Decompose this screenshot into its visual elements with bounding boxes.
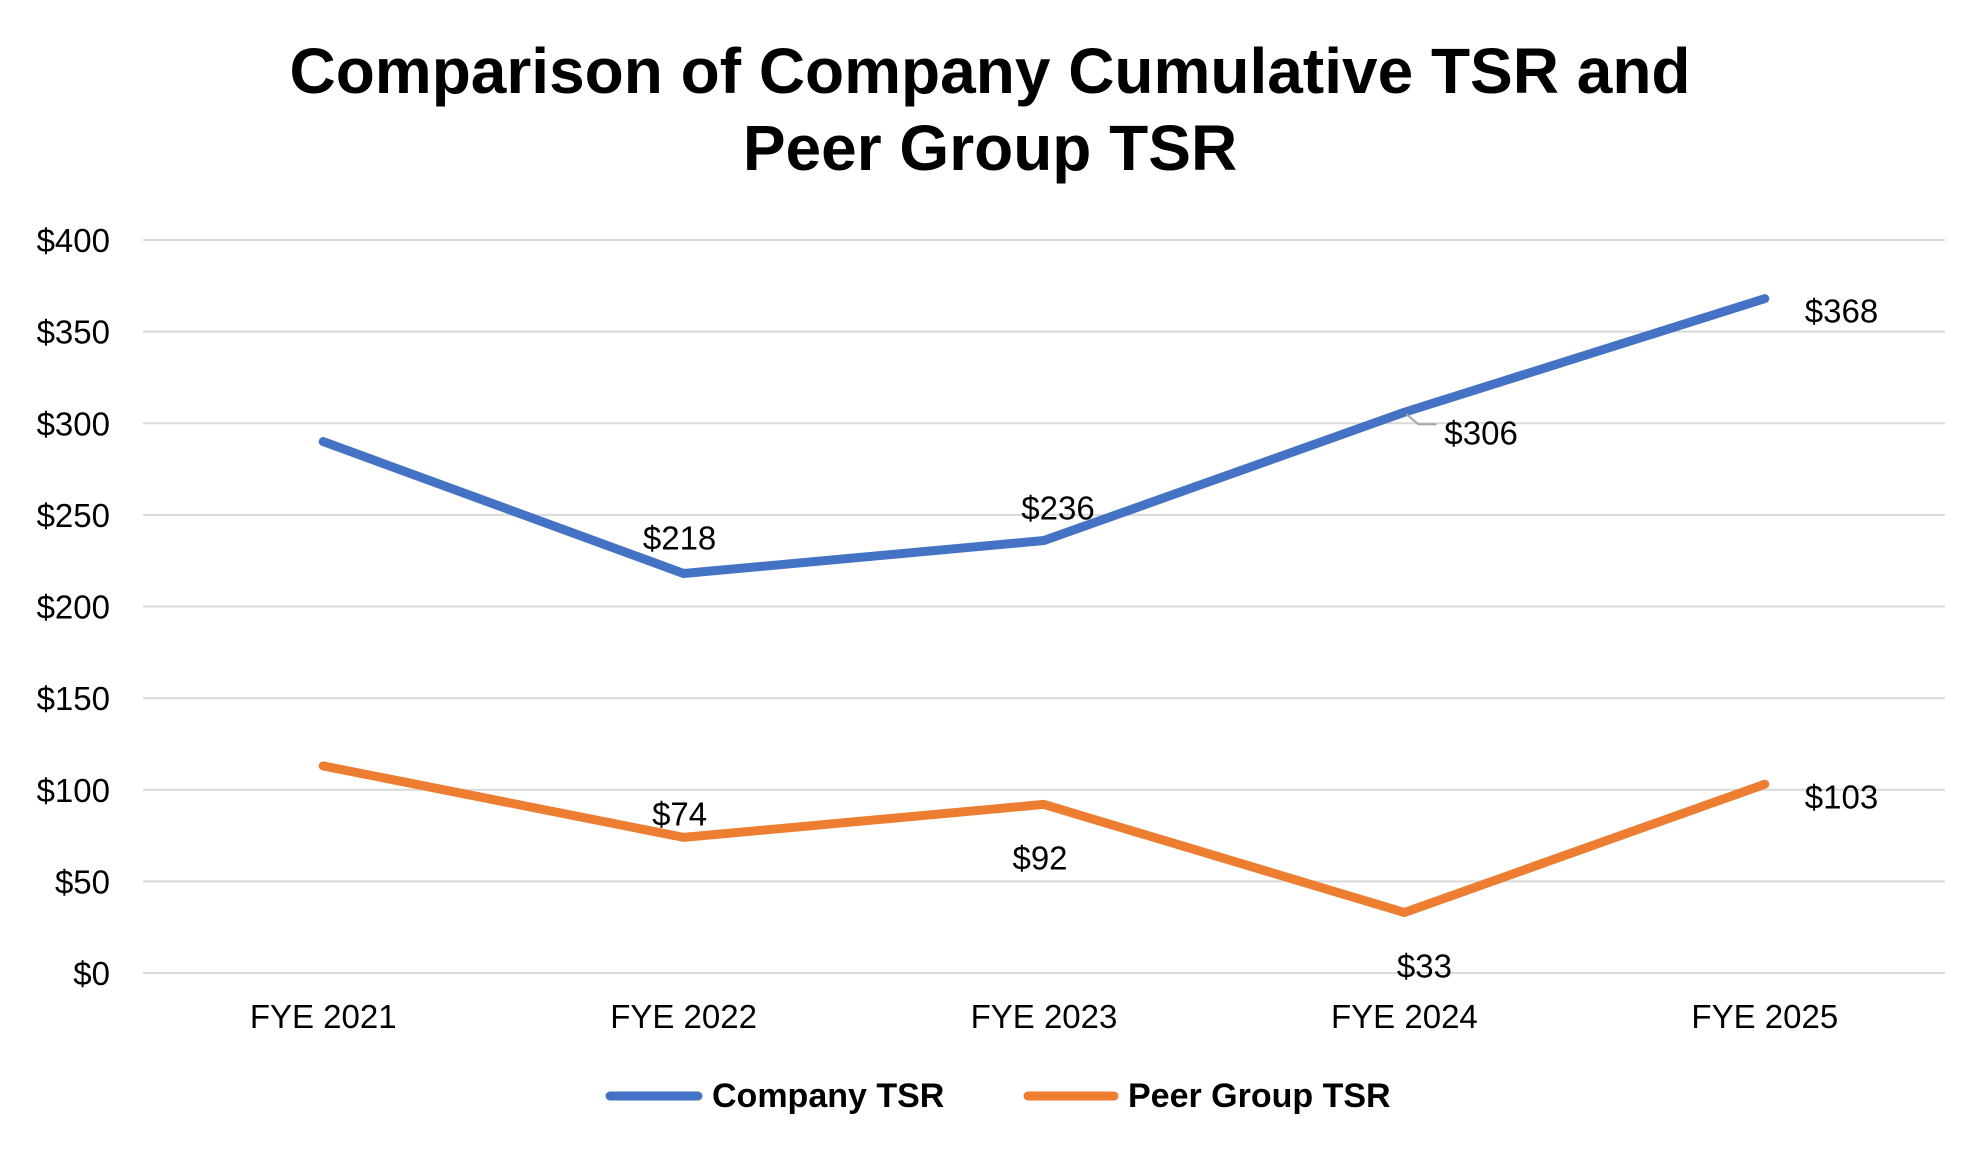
data-label-leader-line xyxy=(1405,413,1437,426)
legend: Company TSR Peer Group TSR xyxy=(605,1077,1391,1115)
chart-title: Comparison of Company Cumulative TSR and… xyxy=(289,35,1690,184)
series-line-company-tsr xyxy=(318,294,1770,579)
y-tick-label: $200 xyxy=(37,589,110,626)
chart-title-line-2: Peer Group TSR xyxy=(743,112,1237,184)
y-tick-label: $250 xyxy=(37,497,110,534)
x-tick-label: FYE 2022 xyxy=(610,998,757,1035)
data-label: $218 xyxy=(643,520,716,557)
data-label-leaders xyxy=(1405,413,1437,426)
x-tick-label: FYE 2024 xyxy=(1331,998,1478,1035)
x-tick-label: FYE 2023 xyxy=(971,998,1118,1035)
legend-label: Company TSR xyxy=(712,1077,944,1115)
data-label: $92 xyxy=(1012,839,1067,876)
y-tick-label: $350 xyxy=(37,314,110,351)
data-label: $306 xyxy=(1444,414,1517,451)
data-label: $33 xyxy=(1397,948,1452,985)
chart-title-line-1: Comparison of Company Cumulative TSR and xyxy=(289,35,1690,107)
series-lines xyxy=(318,294,1770,918)
y-tick-label: $100 xyxy=(37,772,110,809)
legend-label: Peer Group TSR xyxy=(1128,1077,1391,1115)
y-tick-label: $50 xyxy=(55,863,110,900)
data-labels: $218 $236 $306 $368 $74 $92 $33 $103 xyxy=(643,293,1878,985)
data-label: $236 xyxy=(1021,490,1094,527)
x-tick-label: FYE 2025 xyxy=(1691,998,1838,1035)
y-axis-tick-labels: $0 $50 $100 $150 $200 $250 $300 $350 $400 xyxy=(37,222,110,992)
y-tick-label: $0 xyxy=(73,955,110,992)
x-tick-label: FYE 2021 xyxy=(250,998,397,1035)
data-label: $74 xyxy=(652,795,707,832)
y-tick-label: $300 xyxy=(37,405,110,442)
data-label: $103 xyxy=(1805,778,1878,815)
y-tick-label: $400 xyxy=(37,222,110,259)
y-tick-label: $150 xyxy=(37,680,110,717)
data-label: $368 xyxy=(1805,293,1878,330)
series-line-peer-group-tsr xyxy=(318,761,1770,918)
x-axis-tick-labels: FYE 2021 FYE 2022 FYE 2023 FYE 2024 FYE 2025 xyxy=(250,998,1838,1035)
